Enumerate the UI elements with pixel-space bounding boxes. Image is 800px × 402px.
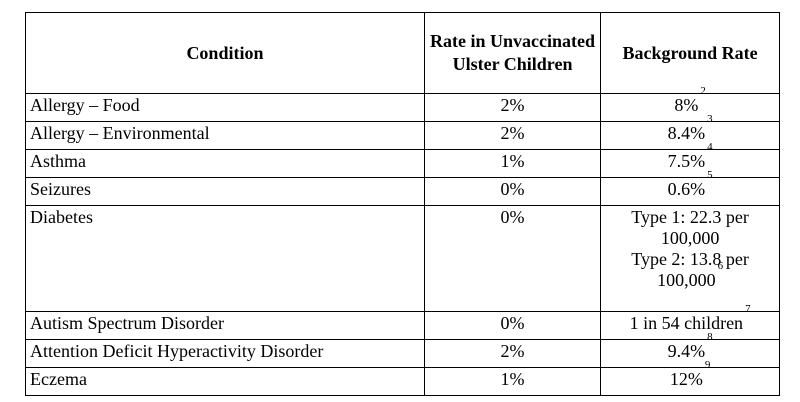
background-rate-line: 12%9 xyxy=(605,360,775,390)
background-rate-cell: 12%9 xyxy=(600,360,780,396)
footnote-marker: 7 xyxy=(745,303,751,315)
background-rate-text: Type 2: 13.8 per xyxy=(631,249,749,269)
header-condition: Condition xyxy=(25,12,425,94)
background-rate-text: Type 1: 22.3 per xyxy=(631,207,749,227)
background-rate-cell: 7.5%4 xyxy=(600,142,780,178)
table-row: Diabetes 0% Type 1: 22.3 per 100,000 Type 2:… xyxy=(25,205,780,312)
background-rate-cell: 8%2 xyxy=(600,86,780,122)
background-rate-cell: Type 1: 22.3 per 100,000 Type 2: 13.8 per 1… xyxy=(600,205,780,312)
conditions-rates-table: Condition Rate in Unvaccinated Ulster Ch… xyxy=(25,12,780,396)
table-row: Asthma 1% 7.5%4 xyxy=(25,142,780,178)
footnote-marker: 4 xyxy=(707,141,713,153)
background-rate-line: Type 1: 22.3 per xyxy=(605,207,775,228)
background-rate-line: 100,000 xyxy=(605,228,775,249)
background-rate-line: 9.4%8 xyxy=(605,332,775,362)
header-rate-unvaccinated: Rate in Unvaccinated Ulster Children xyxy=(423,12,602,94)
footnote-marker: 6 xyxy=(717,260,724,272)
background-rate-cell: 0.6%5 xyxy=(600,170,780,206)
condition-cell: Allergy – Food xyxy=(25,93,425,122)
background-rate-text: 8.4% xyxy=(667,123,706,143)
table-row: Eczema 1% 12%9 xyxy=(25,360,780,396)
background-rate-line: Type 2: 13.8 per xyxy=(605,249,775,270)
background-rate-text: 100,000 xyxy=(660,228,720,248)
footnote-marker: 2 xyxy=(700,85,706,97)
rate-cell: 0% xyxy=(423,311,602,340)
footnote-marker: 3 xyxy=(707,113,713,125)
footnote-marker: 8 xyxy=(707,331,713,343)
rate-cell: 1% xyxy=(423,367,602,396)
table-body: Allergy – Food 2% 8%2 Allergy – Environment… xyxy=(25,86,780,396)
table-row: Autism Spectrum Disorder 0% 1 in 54 childr… xyxy=(25,304,780,340)
rate-cell: 2% xyxy=(423,93,602,122)
background-rate-text: 12% xyxy=(669,369,703,389)
background-rate-text: 7.5% xyxy=(667,151,706,171)
table-row: Seizures 0% 0.6%5 xyxy=(25,170,780,206)
condition-cell: Autism Spectrum Disorder xyxy=(25,311,425,340)
condition-cell: Seizures xyxy=(25,177,425,206)
footnote-marker: 9 xyxy=(704,359,711,371)
condition-cell: Attention Deficit Hyperactivity Disorder xyxy=(25,339,425,368)
rate-cell: 2% xyxy=(423,339,602,368)
rate-cell: 2% xyxy=(423,121,602,150)
background-rate-text: 8% xyxy=(674,95,699,115)
background-rate-text: 0.6% xyxy=(667,179,706,199)
background-rate-line: 7.5%4 xyxy=(605,142,775,172)
background-rate-text: 9.4% xyxy=(667,341,706,361)
header-row: Condition Rate in Unvaccinated Ulster Ch… xyxy=(25,12,780,94)
background-rate-line: 1 in 54 children7 xyxy=(605,304,775,334)
background-rate-text: 1 in 54 children xyxy=(629,313,744,333)
condition-cell: Diabetes xyxy=(25,205,425,312)
condition-cell: Eczema xyxy=(25,367,425,396)
condition-cell: Allergy – Environmental xyxy=(25,121,425,150)
table-row: Attention Deficit Hyperactivity Disorder… xyxy=(25,332,780,368)
background-rate-line: 0.6%5 xyxy=(605,170,775,200)
footnote-marker: 5 xyxy=(707,169,713,181)
header-background-rate: Background Rate xyxy=(600,12,780,94)
background-rate-line: 8%2 xyxy=(605,86,775,116)
background-rate-text: 100,000 xyxy=(657,270,716,290)
table-row: Allergy – Environmental 2% 8.4%3 xyxy=(25,114,780,150)
rate-cell: 0% xyxy=(423,205,602,312)
background-rate-cell: 1 in 54 children7 xyxy=(600,304,780,340)
background-rate-cell: 9.4%8 xyxy=(600,332,780,368)
background-rate-cell: 8.4%3 xyxy=(600,114,780,150)
table-row: Allergy – Food 2% 8%2 xyxy=(25,86,780,122)
condition-cell: Asthma xyxy=(25,149,425,178)
rate-cell: 0% xyxy=(423,177,602,206)
background-rate-line: 8.4%3 xyxy=(605,114,775,144)
background-rate-line: 100,0006 xyxy=(605,261,775,291)
rate-cell: 1% xyxy=(423,149,602,178)
